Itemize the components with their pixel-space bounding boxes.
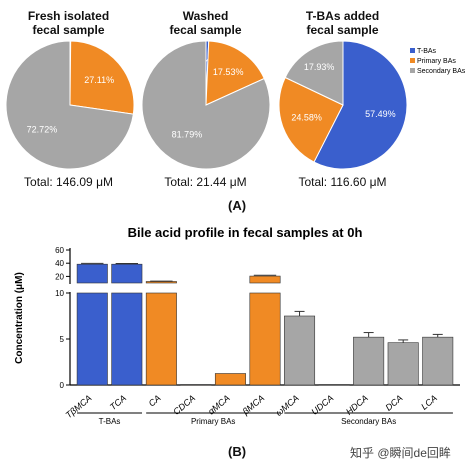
pie-slice-label: 57.49% — [365, 109, 396, 119]
bar — [318, 384, 350, 386]
bar — [284, 315, 316, 386]
axis-break — [64, 284, 464, 292]
y-tick-label: 20 — [55, 272, 64, 281]
legend-swatch-primary — [410, 58, 415, 63]
pie-slice-label: 81.79% — [172, 130, 203, 140]
x-tick-label: CA — [147, 393, 163, 409]
bar-lower-segment — [249, 292, 281, 386]
x-tick-label: LCA — [419, 393, 439, 412]
bar-upper-segment — [111, 263, 143, 284]
legend-label-secondary: Secondary BAs — [417, 68, 466, 75]
bar-upper-segment — [76, 263, 108, 284]
pie-slice-label: 27.11% — [84, 75, 114, 85]
pie-slice-label: 72.72% — [27, 124, 58, 134]
bar — [180, 384, 212, 386]
pie-title-fresh: Fresh isolated fecal sample — [27, 9, 110, 37]
pie-total-washed: Total: 21.44 μM — [164, 175, 247, 189]
legend-label-primary: Primary BAs — [417, 58, 456, 65]
x-tick-label: ωMCA — [274, 393, 301, 418]
x-tick-label: DCA — [383, 393, 404, 413]
x-tick-label: TCA — [108, 393, 128, 412]
panel-a-label: (A) — [228, 198, 247, 213]
legend-swatch-secondary — [410, 68, 415, 73]
x-tick-label: βMCA — [240, 393, 266, 417]
watermark: 知乎 @瞬间de回眸 — [350, 446, 451, 460]
y-tick-label: 40 — [55, 259, 64, 268]
legend-label-tba: T-BAs — [417, 48, 437, 55]
y-tick-label: 0 — [60, 381, 65, 390]
pie-slice — [284, 40, 344, 106]
bar-lower-segment — [76, 292, 108, 386]
pie-total-fresh: Total: 146.09 μM — [24, 175, 113, 189]
legend-swatch-tba — [410, 48, 415, 53]
bar-lower-segment — [145, 292, 177, 386]
pie-slice-label: 17.93% — [304, 62, 335, 72]
group-label: T-BAs — [99, 417, 121, 426]
bar-upper-segment — [145, 281, 177, 284]
bar-upper-segment — [249, 275, 281, 284]
pie-charts: T-BAs Primary BAs Secondary BAs 0.17%27.… — [5, 40, 466, 170]
pie-slice — [5, 40, 134, 170]
y-tick-label: 60 — [55, 246, 64, 255]
pie-slice — [141, 40, 271, 170]
pie-total-tba-added: Total: 116.60 μM — [298, 175, 387, 189]
bar-chart: Bile acid profile in fecal samples at 0h… — [14, 225, 464, 426]
bar-chart-title: Bile acid profile in fecal samples at 0h — [128, 225, 363, 240]
y-tick-label: 5 — [60, 335, 65, 344]
pie-slice-label: 17.53% — [213, 67, 244, 77]
y-axis-label: Concentration (μM) — [14, 272, 25, 364]
bar-lower-segment — [111, 292, 143, 386]
bar — [422, 336, 454, 386]
pie-title-tba-added: T-BAs added fecal sample — [305, 9, 380, 37]
pie-slice — [313, 40, 408, 170]
panel-b-label: (B) — [228, 444, 247, 459]
pie-slice — [205, 40, 265, 106]
x-tick-label: TβMCA — [64, 393, 94, 420]
pie-slice — [278, 76, 344, 163]
pie-slice-label: 24.58% — [291, 112, 322, 122]
pie-title-washed: Washed fecal sample — [169, 9, 242, 37]
y-tick-label: 10 — [55, 289, 64, 298]
group-label: Primary BAs — [191, 417, 235, 426]
bar — [387, 342, 419, 386]
bar — [353, 336, 385, 386]
bar — [214, 373, 246, 386]
pie-legend: T-BAs Primary BAs Secondary BAs — [410, 48, 466, 75]
group-label: Secondary BAs — [341, 417, 396, 426]
pie-slice — [69, 40, 135, 115]
